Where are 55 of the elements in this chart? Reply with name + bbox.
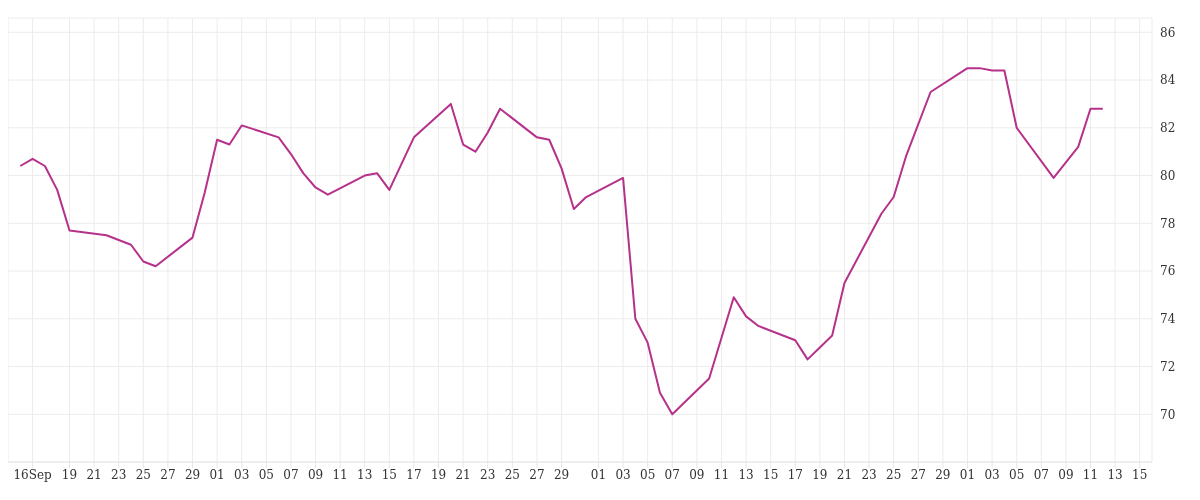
x-tick-label: 09	[689, 467, 705, 482]
y-tick-label: 70	[1160, 407, 1176, 422]
x-tick-label: 17	[406, 467, 422, 482]
x-tick-label: 05	[1009, 467, 1025, 482]
x-tick-label: 09	[1058, 467, 1074, 482]
y-tick-label: 86	[1160, 25, 1176, 40]
x-tick-label: 09	[307, 467, 324, 482]
x-tick-label: 21	[455, 467, 471, 482]
y-tick-label: 80	[1160, 168, 1176, 183]
x-tick-label: 01	[590, 467, 607, 482]
x-tick-label: 27	[529, 467, 545, 482]
x-tick-label: 13	[1107, 467, 1123, 482]
x-tick-label: 07	[1033, 467, 1049, 482]
x-tick-label: 19	[812, 467, 828, 482]
x-tick-label: 15	[1132, 467, 1148, 482]
x-tick-label: 21	[86, 467, 102, 482]
line-series	[19, 67, 1104, 416]
x-tick-label: 29	[553, 467, 570, 482]
x-tick-label: 25	[504, 467, 520, 482]
x-tick-label: 01	[959, 467, 976, 482]
x-tick-label: 03	[234, 467, 250, 482]
x-tick-label: 16Sep	[13, 467, 53, 482]
y-tick-label: 72	[1160, 359, 1176, 374]
x-tick-label: 11	[713, 467, 730, 482]
x-tick-label: 11	[332, 467, 348, 482]
x-tick-label: 25	[886, 467, 902, 482]
x-tick-label: 29	[184, 467, 201, 482]
x-tick-label: 23	[111, 467, 127, 482]
y-tick-label: 82	[1160, 121, 1176, 136]
x-tick-label: 27	[160, 467, 176, 482]
x-tick-label: 05	[640, 467, 656, 482]
x-tick-label: 07	[283, 467, 299, 482]
x-tick-label: 15	[381, 467, 397, 482]
x-tick-label: 03	[984, 467, 1000, 482]
x-tick-label: 27	[910, 467, 926, 482]
x-tick-label: 21	[836, 467, 853, 482]
x-tick-label: 15	[763, 467, 779, 482]
x-tick-label: 05	[258, 467, 274, 482]
y-tick-label: 78	[1160, 216, 1176, 231]
x-tick-label: 25	[135, 467, 151, 482]
x-tick-label: 03	[615, 467, 631, 482]
x-tick-label: 07	[664, 467, 680, 482]
x-tick-label: 23	[480, 467, 496, 482]
x-tick-label: 19	[430, 467, 447, 482]
x-tick-label: 23	[861, 467, 877, 482]
x-tick-label: 11	[1082, 467, 1099, 482]
x-tick-label: 13	[357, 467, 373, 482]
x-tick-label: 01	[209, 467, 225, 482]
y-tick-label: 84	[1160, 73, 1176, 88]
y-tick-label: 74	[1160, 312, 1176, 327]
x-tick-label: 19	[61, 467, 78, 482]
x-tick-label: 13	[738, 467, 754, 482]
x-tick-label: 17	[787, 467, 803, 482]
x-tick-label: 29	[935, 467, 951, 482]
y-tick-label: 76	[1160, 264, 1176, 279]
